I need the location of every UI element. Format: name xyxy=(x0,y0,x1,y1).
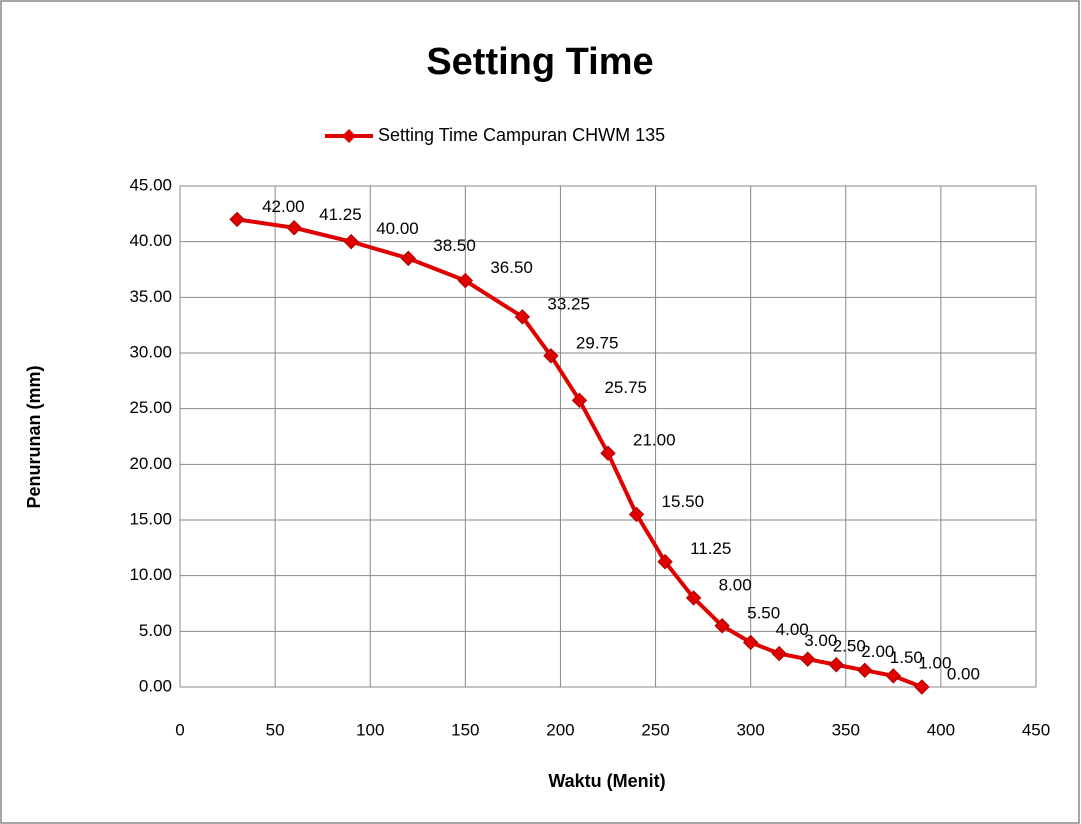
x-tick-label: 50 xyxy=(266,720,285,739)
data-label: 21.00 xyxy=(633,431,676,450)
y-tick-label: 0.00 xyxy=(139,676,172,695)
data-label: 15.50 xyxy=(662,492,705,511)
chart-title: Setting Time xyxy=(426,41,653,83)
x-tick-label: 0 xyxy=(175,720,184,739)
data-label: 38.50 xyxy=(433,236,476,255)
y-tick-label: 25.00 xyxy=(129,398,172,417)
data-label: 36.50 xyxy=(490,258,533,277)
data-label: 25.75 xyxy=(604,378,647,397)
x-tick-label: 250 xyxy=(641,720,669,739)
y-tick-label: 35.00 xyxy=(129,287,172,306)
legend-label: Setting Time Campuran CHWM 135 xyxy=(378,125,665,145)
y-tick-label: 5.00 xyxy=(139,621,172,640)
data-label: 11.25 xyxy=(690,539,731,558)
x-tick-label: 100 xyxy=(356,720,384,739)
x-tick-label: 350 xyxy=(832,720,860,739)
data-label: 41.25 xyxy=(319,205,362,224)
x-tick-label: 150 xyxy=(451,720,479,739)
data-label: 29.75 xyxy=(576,333,619,352)
page: {"chart_data": {"type": "line", "title":… xyxy=(0,0,1081,824)
x-tick-label: 300 xyxy=(736,720,764,739)
x-axis-label: Waktu (Menit) xyxy=(548,771,665,791)
data-label: 40.00 xyxy=(376,219,419,238)
x-tick-label: 450 xyxy=(1022,720,1050,739)
y-tick-label: 30.00 xyxy=(129,342,172,361)
y-tick-label: 10.00 xyxy=(129,565,172,584)
y-tick-label: 40.00 xyxy=(129,231,172,250)
y-tick-label: 45.00 xyxy=(129,175,172,194)
x-tick-label: 400 xyxy=(927,720,955,739)
chart: Setting Time Waktu (Menit) Penurunan (mm… xyxy=(0,0,1081,824)
y-tick-label: 15.00 xyxy=(129,509,172,528)
data-label: 0.00 xyxy=(947,664,980,683)
data-label: 42.00 xyxy=(262,197,305,216)
data-label: 8.00 xyxy=(719,575,752,594)
x-tick-label: 200 xyxy=(546,720,574,739)
data-label: 33.25 xyxy=(547,294,590,313)
y-tick-label: 20.00 xyxy=(129,454,172,473)
y-axis-label: Penurunan (mm) xyxy=(24,365,44,508)
